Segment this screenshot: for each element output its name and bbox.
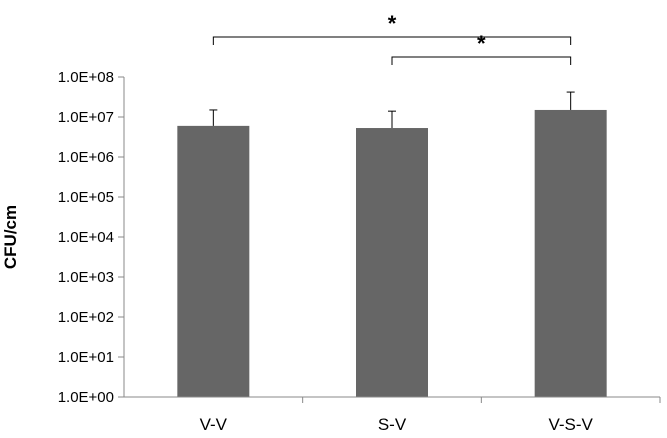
significance-bracket <box>391 56 572 65</box>
bar-v-v <box>177 125 250 397</box>
bar-v-s-v <box>534 109 607 397</box>
y-tick-label: 1.0E+01 <box>58 349 114 366</box>
y-tick-label: 1.0E+08 <box>58 69 114 86</box>
bar-s-v <box>356 128 428 397</box>
x-axis-labels: V-V S-V V-S-V <box>200 397 661 434</box>
significance-star: * <box>388 11 397 36</box>
significance-bracket <box>212 36 572 45</box>
x-tick-label: V-V <box>200 415 228 434</box>
y-tick-label: 1.0E+02 <box>58 309 114 326</box>
bars <box>177 109 607 397</box>
y-tick-label: 1.0E+07 <box>58 109 114 126</box>
y-axis-ticks: 1.0E+00 1.0E+01 1.0E+02 1.0E+03 1.0E+04 1.0E+… <box>58 69 124 406</box>
error-bars <box>209 91 575 129</box>
y-axis-title: CFU/cm <box>1 205 20 269</box>
y-tick-label: 1.0E+03 <box>58 269 114 286</box>
x-tick-label: V-S-V <box>548 415 593 434</box>
x-tick-label: S-V <box>378 415 407 434</box>
y-tick-label: 1.0E+04 <box>58 229 114 246</box>
y-tick-label: 1.0E+00 <box>58 389 114 406</box>
y-tick-label: 1.0E+06 <box>58 149 114 166</box>
significance-brackets: ** <box>212 11 572 65</box>
significance-star: * <box>477 31 486 56</box>
y-tick-label: 1.0E+05 <box>58 189 114 206</box>
